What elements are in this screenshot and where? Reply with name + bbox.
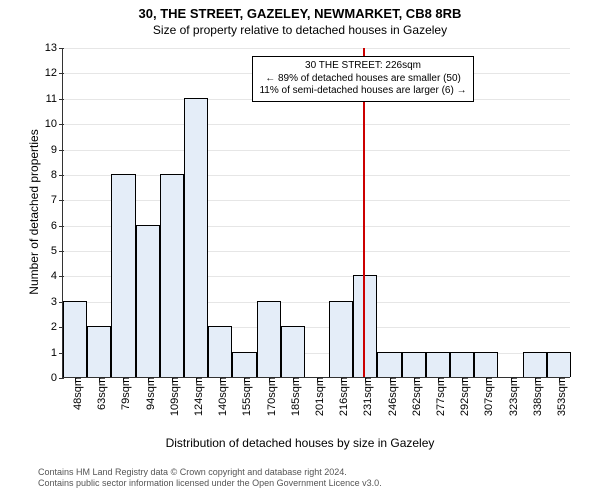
- histogram-bar: [329, 301, 353, 377]
- x-tick-label: 201sqm: [308, 377, 326, 416]
- x-tick-label: 140sqm: [211, 377, 229, 416]
- gridline: [63, 175, 570, 176]
- histogram-bar: [257, 301, 281, 377]
- y-tick-label: 1: [51, 347, 63, 359]
- x-tick-label: 338sqm: [526, 377, 544, 416]
- x-tick-label: 155sqm: [235, 377, 253, 416]
- x-tick-label: 262sqm: [405, 377, 423, 416]
- histogram-bar: [353, 275, 377, 377]
- footer-line: Contains HM Land Registry data © Crown c…: [38, 467, 382, 479]
- x-tick-label: 63sqm: [90, 377, 108, 410]
- histogram-bar: [281, 326, 305, 377]
- x-tick-label: 292sqm: [453, 377, 471, 416]
- annotation-line: 11% of semi-detached houses are larger (…: [259, 85, 466, 98]
- gridline: [63, 150, 570, 151]
- x-axis-label: Distribution of detached houses by size …: [0, 436, 600, 450]
- histogram-bar: [136, 225, 160, 377]
- histogram-bar: [402, 352, 426, 377]
- footer-line: Contains public sector information licen…: [38, 478, 382, 490]
- annotation-line: ← 89% of detached houses are smaller (50…: [259, 73, 466, 86]
- gridline: [63, 124, 570, 125]
- plot-area: 01234567891011121348sqm63sqm79sqm94sqm10…: [62, 48, 570, 378]
- y-tick-label: 8: [51, 169, 63, 181]
- annotation-box: 30 THE STREET: 226sqm← 89% of detached h…: [252, 56, 473, 102]
- y-tick-label: 5: [51, 245, 63, 257]
- histogram-bar: [474, 352, 498, 377]
- y-tick-label: 11: [46, 93, 63, 105]
- y-tick-label: 2: [51, 321, 63, 333]
- y-tick-label: 6: [51, 220, 63, 232]
- histogram-bar: [377, 352, 401, 377]
- y-axis-label: Number of detached properties: [27, 112, 41, 312]
- histogram-bar: [208, 326, 232, 377]
- y-tick-label: 12: [45, 67, 63, 79]
- y-tick-label: 9: [51, 144, 63, 156]
- histogram-bar: [523, 352, 547, 377]
- histogram-bar: [450, 352, 474, 377]
- histogram-bar: [63, 301, 87, 377]
- x-tick-label: 94sqm: [139, 377, 157, 410]
- x-tick-label: 48sqm: [66, 377, 84, 410]
- gridline: [63, 200, 570, 201]
- footer-attribution: Contains HM Land Registry data © Crown c…: [38, 467, 382, 490]
- x-tick-label: 124sqm: [187, 377, 205, 416]
- x-tick-label: 353sqm: [550, 377, 568, 416]
- x-tick-label: 79sqm: [114, 377, 132, 410]
- histogram-bar: [426, 352, 450, 377]
- gridline: [63, 48, 570, 49]
- x-tick-label: 231sqm: [356, 377, 374, 416]
- chart-title: 30, THE STREET, GAZELEY, NEWMARKET, CB8 …: [0, 6, 600, 21]
- x-tick-label: 277sqm: [429, 377, 447, 416]
- y-tick-label: 4: [51, 270, 63, 282]
- x-tick-label: 216sqm: [332, 377, 350, 416]
- chart-container: 30, THE STREET, GAZELEY, NEWMARKET, CB8 …: [0, 0, 600, 500]
- histogram-bar: [111, 174, 135, 377]
- y-tick-label: 7: [51, 194, 63, 206]
- histogram-bar: [160, 174, 184, 377]
- x-tick-label: 246sqm: [381, 377, 399, 416]
- annotation-line: 30 THE STREET: 226sqm: [259, 60, 466, 73]
- x-tick-label: 185sqm: [284, 377, 302, 416]
- x-tick-label: 323sqm: [502, 377, 520, 416]
- histogram-bar: [232, 352, 256, 377]
- histogram-bar: [547, 352, 571, 377]
- x-tick-label: 307sqm: [477, 377, 495, 416]
- x-tick-label: 170sqm: [260, 377, 278, 416]
- chart-subtitle: Size of property relative to detached ho…: [0, 23, 600, 37]
- y-tick-label: 3: [51, 296, 63, 308]
- y-tick-label: 10: [45, 118, 63, 130]
- histogram-bar: [184, 98, 208, 377]
- histogram-bar: [87, 326, 111, 377]
- y-tick-label: 13: [45, 42, 63, 54]
- x-tick-label: 109sqm: [163, 377, 181, 416]
- y-tick-label: 0: [51, 372, 63, 384]
